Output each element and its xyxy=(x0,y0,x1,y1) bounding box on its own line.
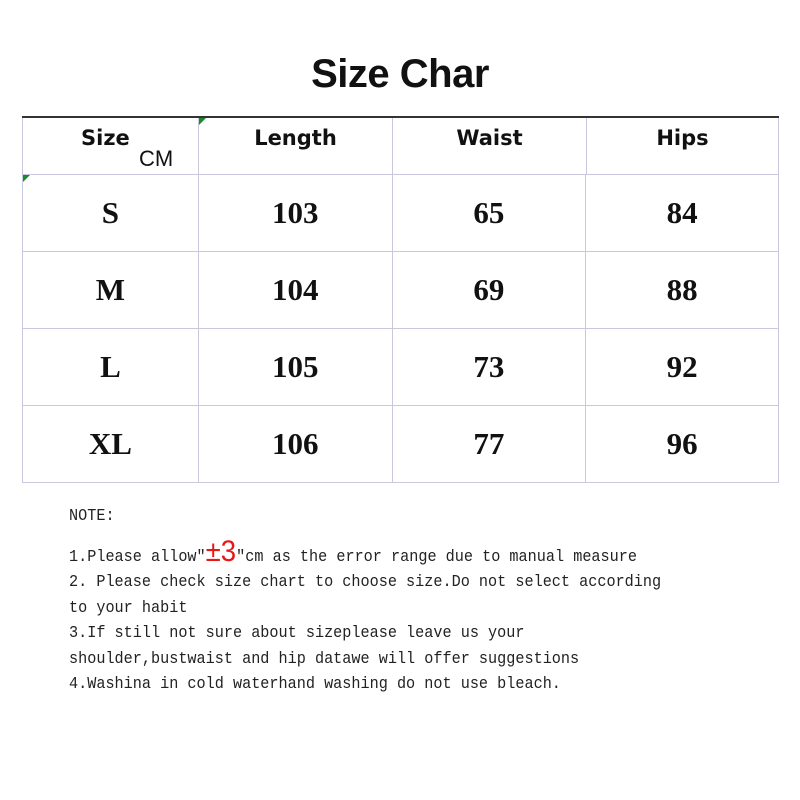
note-text: 1.Please allow" xyxy=(69,546,206,566)
header-length: Length xyxy=(198,118,392,174)
hips-cell: 88 xyxy=(585,252,779,328)
note-line: to your habit xyxy=(69,597,188,617)
waist-cell: 69 xyxy=(391,252,586,328)
header-waist: Waist xyxy=(392,118,586,174)
waist-cell: 65 xyxy=(391,175,586,251)
notes-section: NOTE: 1.Please allow"±3"cm as the error … xyxy=(69,503,661,697)
size-label: Size xyxy=(81,126,130,150)
unit-label: CM xyxy=(139,146,174,171)
size-table: Size CM Length Waist Hips S 103 65 84 M 1… xyxy=(22,116,779,483)
length-cell: 105 xyxy=(197,329,392,405)
size-cell: S xyxy=(22,175,198,251)
hips-cell: 96 xyxy=(585,406,779,482)
notes-heading: NOTE: xyxy=(69,506,115,525)
length-cell: 103 xyxy=(197,175,392,251)
cell-marker-icon xyxy=(199,118,206,125)
waist-cell: 77 xyxy=(391,406,586,482)
table-row: M 104 69 88 xyxy=(22,252,779,329)
table-row: S 103 65 84 xyxy=(22,175,779,252)
note-text: "cm as the error range due to manual mea… xyxy=(236,546,637,566)
note-line: 1.Please allow"±3"cm as the error range … xyxy=(69,536,661,570)
header-size: Size CM xyxy=(22,118,198,174)
tolerance-value: ±3 xyxy=(205,534,237,568)
table-header-row: Size CM Length Waist Hips xyxy=(22,118,779,175)
size-cell: XL xyxy=(22,406,198,482)
cell-marker-icon xyxy=(23,175,30,182)
size-value: S xyxy=(101,195,120,230)
table-row: XL 106 77 96 xyxy=(22,406,779,483)
hips-cell: 84 xyxy=(585,175,779,251)
header-hips: Hips xyxy=(586,118,779,174)
size-cell: M xyxy=(22,252,198,328)
waist-cell: 73 xyxy=(391,329,586,405)
table-row: L 105 73 92 xyxy=(22,329,779,406)
length-cell: 104 xyxy=(197,252,392,328)
note-line: 4.Washina in cold waterhand washing do n… xyxy=(69,674,561,693)
note-line: shoulder,bustwaist and hip datawe will o… xyxy=(69,648,580,668)
size-cell: L xyxy=(22,329,198,405)
note-line: 3.If still not sure about sizeplease lea… xyxy=(69,623,525,642)
page-title: Size Char xyxy=(311,52,489,96)
length-label: Length xyxy=(254,126,337,150)
hips-cell: 92 xyxy=(585,329,779,405)
length-cell: 106 xyxy=(197,406,392,482)
note-line: 2. Please check size chart to choose siz… xyxy=(69,572,662,591)
